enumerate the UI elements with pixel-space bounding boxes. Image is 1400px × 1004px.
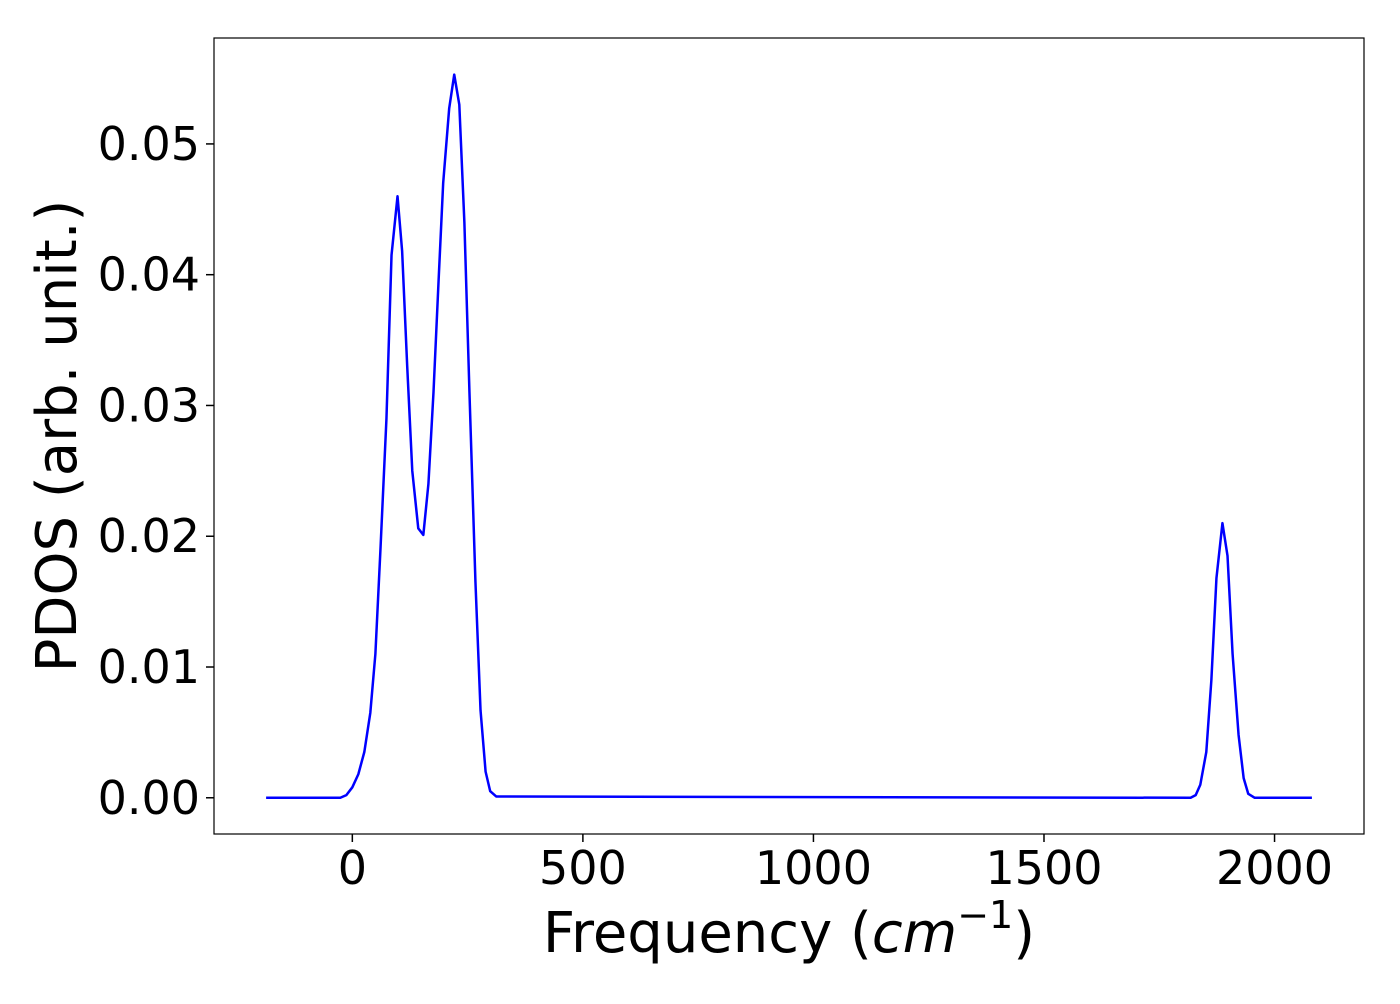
y-tick-label: 0.05 bbox=[98, 117, 200, 171]
data-line bbox=[266, 73, 1312, 800]
y-axis-label: PDOS (arb. unit.) bbox=[25, 200, 90, 673]
y-tick-label: 0.03 bbox=[98, 378, 200, 432]
x-label-part: cm bbox=[872, 901, 957, 966]
x-label-part: −1 bbox=[957, 893, 1013, 937]
y-tick-label: 0.02 bbox=[98, 509, 200, 563]
x-tick-label: 500 bbox=[539, 841, 627, 895]
x-tick-label: 2000 bbox=[1216, 841, 1333, 895]
x-label-part: Frequency ( bbox=[543, 901, 872, 966]
x-tick-label: 1500 bbox=[985, 841, 1102, 895]
x-label-part: ) bbox=[1013, 901, 1035, 966]
plot-frame bbox=[213, 37, 1365, 835]
y-tick-label: 0.01 bbox=[98, 640, 200, 694]
x-axis-label: Frequency (cm−1) bbox=[543, 893, 1035, 966]
x-tick-label: 0 bbox=[338, 841, 367, 895]
y-tick-label: 0.00 bbox=[98, 771, 200, 825]
y-tick-label: 0.04 bbox=[98, 248, 200, 302]
x-tick-label: 1000 bbox=[755, 841, 872, 895]
